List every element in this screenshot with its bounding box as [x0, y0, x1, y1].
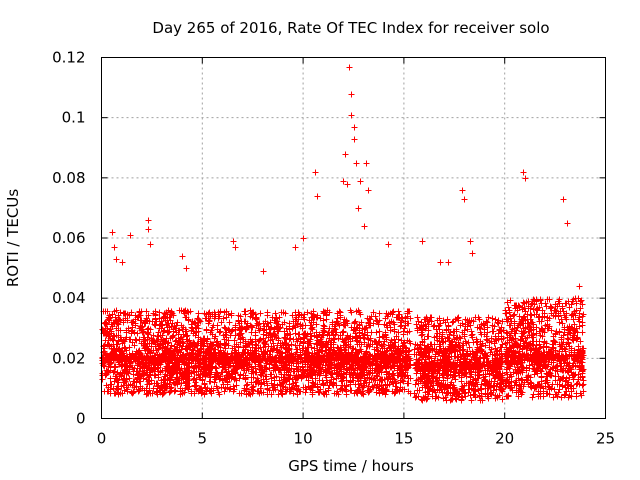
- chart-title: Day 265 of 2016, Rate Of TEC Index for r…: [152, 19, 549, 37]
- roti-point: [253, 315, 260, 322]
- x-tick-label: 10: [294, 430, 313, 448]
- scatter-points: [99, 64, 587, 404]
- roti-point: [276, 314, 283, 321]
- roti-point: [308, 325, 315, 332]
- roti-point: [174, 319, 181, 326]
- y-tick-label: 0.06: [52, 229, 85, 247]
- x-tick-label: 5: [198, 430, 208, 448]
- x-tick-label: 25: [596, 430, 615, 448]
- x-tick-label: 15: [394, 430, 413, 448]
- roti-point: [395, 308, 402, 315]
- roti-point: [128, 309, 135, 316]
- roti-point: [226, 319, 233, 326]
- roti-point: [257, 310, 264, 317]
- roti-point: [338, 378, 345, 385]
- roti-point: [309, 326, 316, 333]
- roti-point: [449, 319, 456, 326]
- roti-point: [548, 304, 555, 311]
- y-tick-label: 0.08: [52, 169, 85, 187]
- roti-point: [368, 329, 375, 336]
- roti-point: [376, 328, 383, 335]
- roti-point: [343, 391, 350, 398]
- x-tick-label: 20: [495, 430, 514, 448]
- y-tick-label: 0.02: [52, 349, 85, 367]
- roti-point: [264, 309, 271, 316]
- roti-point: [156, 309, 163, 316]
- roti-point: [510, 312, 517, 319]
- roti-point: [292, 330, 299, 337]
- roti-point: [378, 342, 385, 349]
- roti-point: [293, 346, 300, 353]
- roti-point: [242, 308, 249, 315]
- roti-point: [248, 329, 255, 336]
- roti-point: [195, 310, 202, 317]
- roti-point: [211, 379, 218, 386]
- roti-point: [390, 370, 397, 377]
- roti-point: [296, 331, 303, 338]
- roti-point: [287, 335, 294, 342]
- roti-point: [265, 343, 272, 350]
- roti-point: [376, 334, 383, 341]
- roti-point: [130, 371, 137, 378]
- y-tick-label: 0: [76, 410, 86, 428]
- roti-point: [376, 310, 383, 317]
- roti-point: [226, 327, 233, 334]
- tick-layer: 0 5 10 15 20 25 0 0.02 0.04 0.06 0.08 0.1 0.12: [52, 49, 615, 448]
- roti-point: [564, 335, 571, 342]
- y-tick-label: 0.1: [62, 109, 86, 127]
- roti-point: [339, 375, 346, 382]
- roti-point: [418, 332, 425, 339]
- roti-point: [391, 390, 398, 397]
- roti-point: [301, 316, 308, 323]
- roti-point: [489, 315, 496, 322]
- roti-point: [468, 397, 475, 404]
- roti-point: [272, 310, 279, 317]
- roti-point: [414, 314, 421, 321]
- roti-point: [347, 387, 354, 394]
- roti-point: [99, 376, 106, 383]
- roti-point: [412, 381, 419, 388]
- x-tick-label: 0: [97, 430, 107, 448]
- roti-point: [400, 378, 407, 385]
- y-tick-label: 0.04: [52, 289, 85, 307]
- roti-point: [340, 328, 347, 335]
- roti-point: [412, 394, 419, 401]
- roti-point: [167, 388, 174, 395]
- roti-point: [267, 319, 274, 326]
- roti-point: [331, 336, 338, 343]
- roti-point: [292, 309, 299, 316]
- y-tick-label: 0.12: [52, 49, 85, 67]
